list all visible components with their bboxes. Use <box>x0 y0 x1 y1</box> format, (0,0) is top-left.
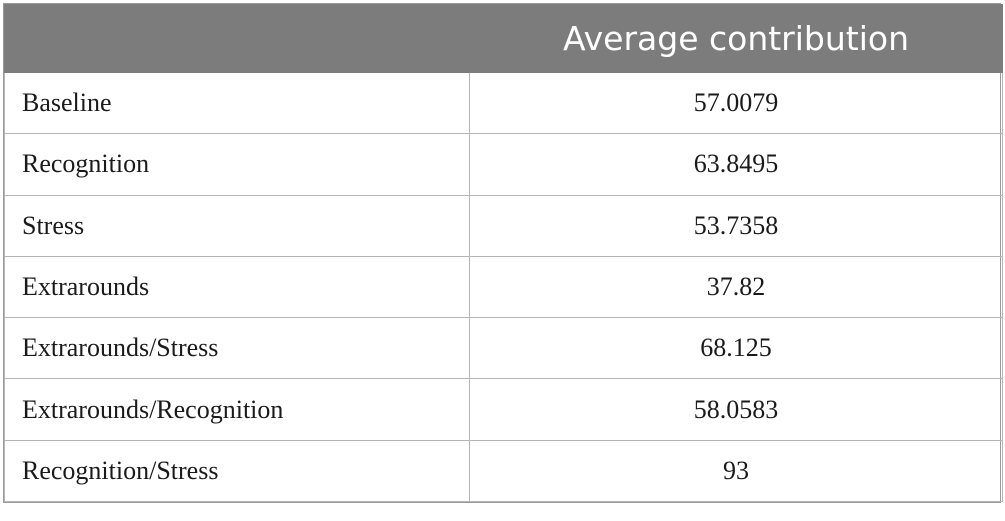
table-row: Stress 53.7358 <box>4 194 1003 257</box>
table-header-row: Average contribution <box>4 4 1003 73</box>
row-value: 68.125 <box>469 317 1003 380</box>
table-row: Extrarounds/Stress 68.125 <box>4 317 1003 380</box>
table-row: Baseline 57.0079 <box>4 71 1003 135</box>
row-value: 93 <box>469 439 1003 503</box>
row-label: Recognition <box>4 133 470 196</box>
table-row: Recognition 63.8495 <box>4 133 1003 196</box>
row-label: Extrarounds/Stress <box>4 317 470 380</box>
row-value: 53.7358 <box>469 194 1003 257</box>
header-label-column <box>4 4 470 73</box>
row-label: Stress <box>4 194 470 257</box>
contribution-table-container: Average contribution Baseline 57.0079 Re… <box>3 3 1003 503</box>
row-label: Recognition/Stress <box>4 439 470 503</box>
row-value: 58.0583 <box>469 378 1003 441</box>
row-label: Baseline <box>4 71 470 135</box>
table-row: Recognition/Stress 93 <box>4 439 1003 503</box>
contribution-table: Average contribution Baseline 57.0079 Re… <box>4 4 1003 503</box>
header-average-contribution: Average contribution <box>469 4 1003 73</box>
row-value: 57.0079 <box>469 71 1003 135</box>
table-row: Extrarounds/Recognition 58.0583 <box>4 378 1003 441</box>
row-value: 37.82 <box>469 255 1003 319</box>
table-row: Extrarounds 37.82 <box>4 255 1003 319</box>
row-value: 63.8495 <box>469 133 1003 196</box>
row-label: Extrarounds/Recognition <box>4 378 470 441</box>
row-label: Extrarounds <box>4 255 470 319</box>
